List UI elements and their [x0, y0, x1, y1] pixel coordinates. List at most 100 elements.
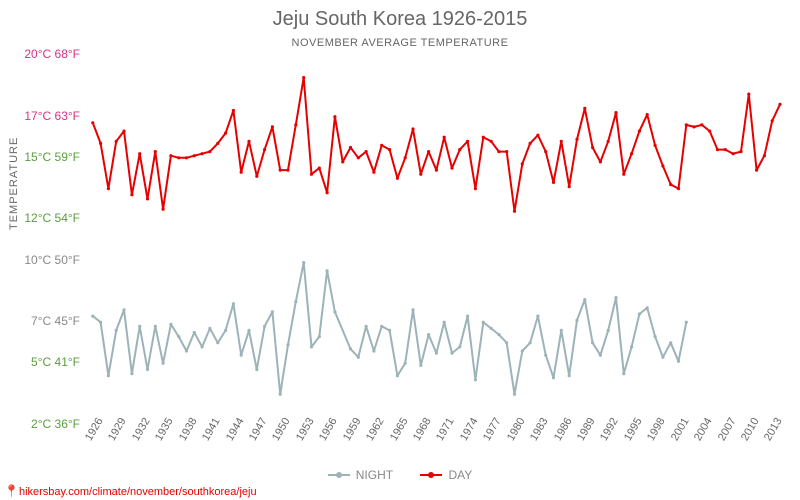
series-marker-day — [279, 169, 282, 172]
series-marker-night — [232, 302, 235, 305]
series-marker-day — [255, 175, 258, 178]
chart-legend: NIGHT DAY — [0, 465, 800, 482]
series-line-night — [93, 263, 687, 395]
series-marker-night — [607, 329, 610, 332]
series-marker-night — [240, 354, 243, 357]
series-marker-night — [333, 310, 336, 313]
series-marker-night — [177, 335, 180, 338]
chart-title: Jeju South Korea 1926-2015 — [0, 0, 800, 31]
series-marker-night — [583, 298, 586, 301]
series-marker-day — [654, 144, 657, 147]
series-marker-day — [700, 123, 703, 126]
footer-url: hikersbay.com/climate/november/southkore… — [19, 486, 257, 498]
series-marker-day — [732, 152, 735, 155]
series-marker-night — [310, 345, 313, 348]
series-marker-day — [497, 150, 500, 153]
series-marker-day — [365, 150, 368, 153]
series-marker-night — [622, 372, 625, 375]
series-marker-day — [747, 93, 750, 96]
series-marker-day — [162, 208, 165, 211]
series-marker-night — [208, 327, 211, 330]
series-marker-day — [419, 173, 422, 176]
series-marker-night — [677, 360, 680, 363]
series-marker-night — [318, 335, 321, 338]
series-marker-night — [591, 341, 594, 344]
series-marker-day — [739, 150, 742, 153]
series-marker-night — [349, 347, 352, 350]
series-marker-day — [778, 103, 781, 106]
series-marker-night — [419, 364, 422, 367]
series-marker-day — [247, 140, 250, 143]
series-marker-day — [669, 183, 672, 186]
series-marker-night — [263, 325, 266, 328]
series-marker-night — [99, 321, 102, 324]
series-marker-day — [169, 154, 172, 157]
series-marker-day — [513, 210, 516, 213]
series-marker-night — [669, 341, 672, 344]
series-marker-day — [583, 107, 586, 110]
series-marker-night — [568, 374, 571, 377]
series-marker-night — [443, 321, 446, 324]
series-marker-night — [169, 323, 172, 326]
series-marker-day — [411, 127, 414, 130]
series-marker-night — [466, 315, 469, 318]
series-marker-night — [411, 308, 414, 311]
series-marker-night — [560, 329, 563, 332]
series-marker-night — [326, 269, 329, 272]
legend-label-night: NIGHT — [356, 468, 393, 482]
series-marker-night — [201, 345, 204, 348]
series-marker-day — [240, 171, 243, 174]
series-marker-day — [302, 76, 305, 79]
series-marker-day — [326, 191, 329, 194]
series-marker-night — [544, 354, 547, 357]
series-marker-night — [146, 368, 149, 371]
series-marker-day — [263, 148, 266, 151]
series-marker-day — [146, 197, 149, 200]
chart-subtitle: NOVEMBER AVERAGE TEMPERATURE — [0, 31, 800, 49]
series-marker-day — [130, 193, 133, 196]
ytick-label: 17°C 63°F — [10, 109, 80, 123]
series-marker-day — [357, 156, 360, 159]
ytick-label: 7°C 45°F — [10, 314, 80, 328]
series-marker-night — [638, 312, 641, 315]
series-marker-night — [138, 325, 141, 328]
ytick-label: 10°C 50°F — [10, 253, 80, 267]
series-marker-day — [474, 187, 477, 190]
series-marker-night — [404, 362, 407, 365]
series-marker-day — [286, 169, 289, 172]
series-marker-day — [591, 146, 594, 149]
series-marker-day — [458, 148, 461, 151]
series-marker-day — [552, 181, 555, 184]
series-marker-day — [450, 167, 453, 170]
series-marker-day — [185, 156, 188, 159]
series-marker-day — [529, 142, 532, 145]
series-marker-day — [271, 125, 274, 128]
series-marker-day — [427, 150, 430, 153]
series-marker-day — [224, 132, 227, 135]
series-marker-night — [388, 329, 391, 332]
series-marker-night — [450, 352, 453, 355]
footer-attribution: 📍hikersbay.com/climate/november/southkor… — [4, 484, 257, 498]
series-marker-day — [208, 150, 211, 153]
series-marker-night — [497, 333, 500, 336]
series-marker-night — [115, 329, 118, 332]
legend-label-day: DAY — [448, 468, 472, 482]
series-marker-day — [138, 152, 141, 155]
series-marker-night — [482, 321, 485, 324]
series-marker-night — [185, 349, 188, 352]
series-marker-night — [302, 261, 305, 264]
pin-icon: 📍 — [4, 484, 19, 498]
ytick-label: 5°C 41°F — [10, 355, 80, 369]
series-marker-day — [349, 146, 352, 149]
series-marker-day — [466, 140, 469, 143]
series-marker-day — [708, 130, 711, 133]
series-marker-day — [544, 150, 547, 153]
series-marker-night — [216, 341, 219, 344]
series-marker-night — [122, 308, 125, 311]
series-marker-night — [162, 362, 165, 365]
series-marker-day — [724, 148, 727, 151]
series-marker-day — [388, 148, 391, 151]
series-marker-night — [458, 345, 461, 348]
ytick-label: 2°C 36°F — [10, 417, 80, 431]
series-marker-day — [232, 109, 235, 112]
